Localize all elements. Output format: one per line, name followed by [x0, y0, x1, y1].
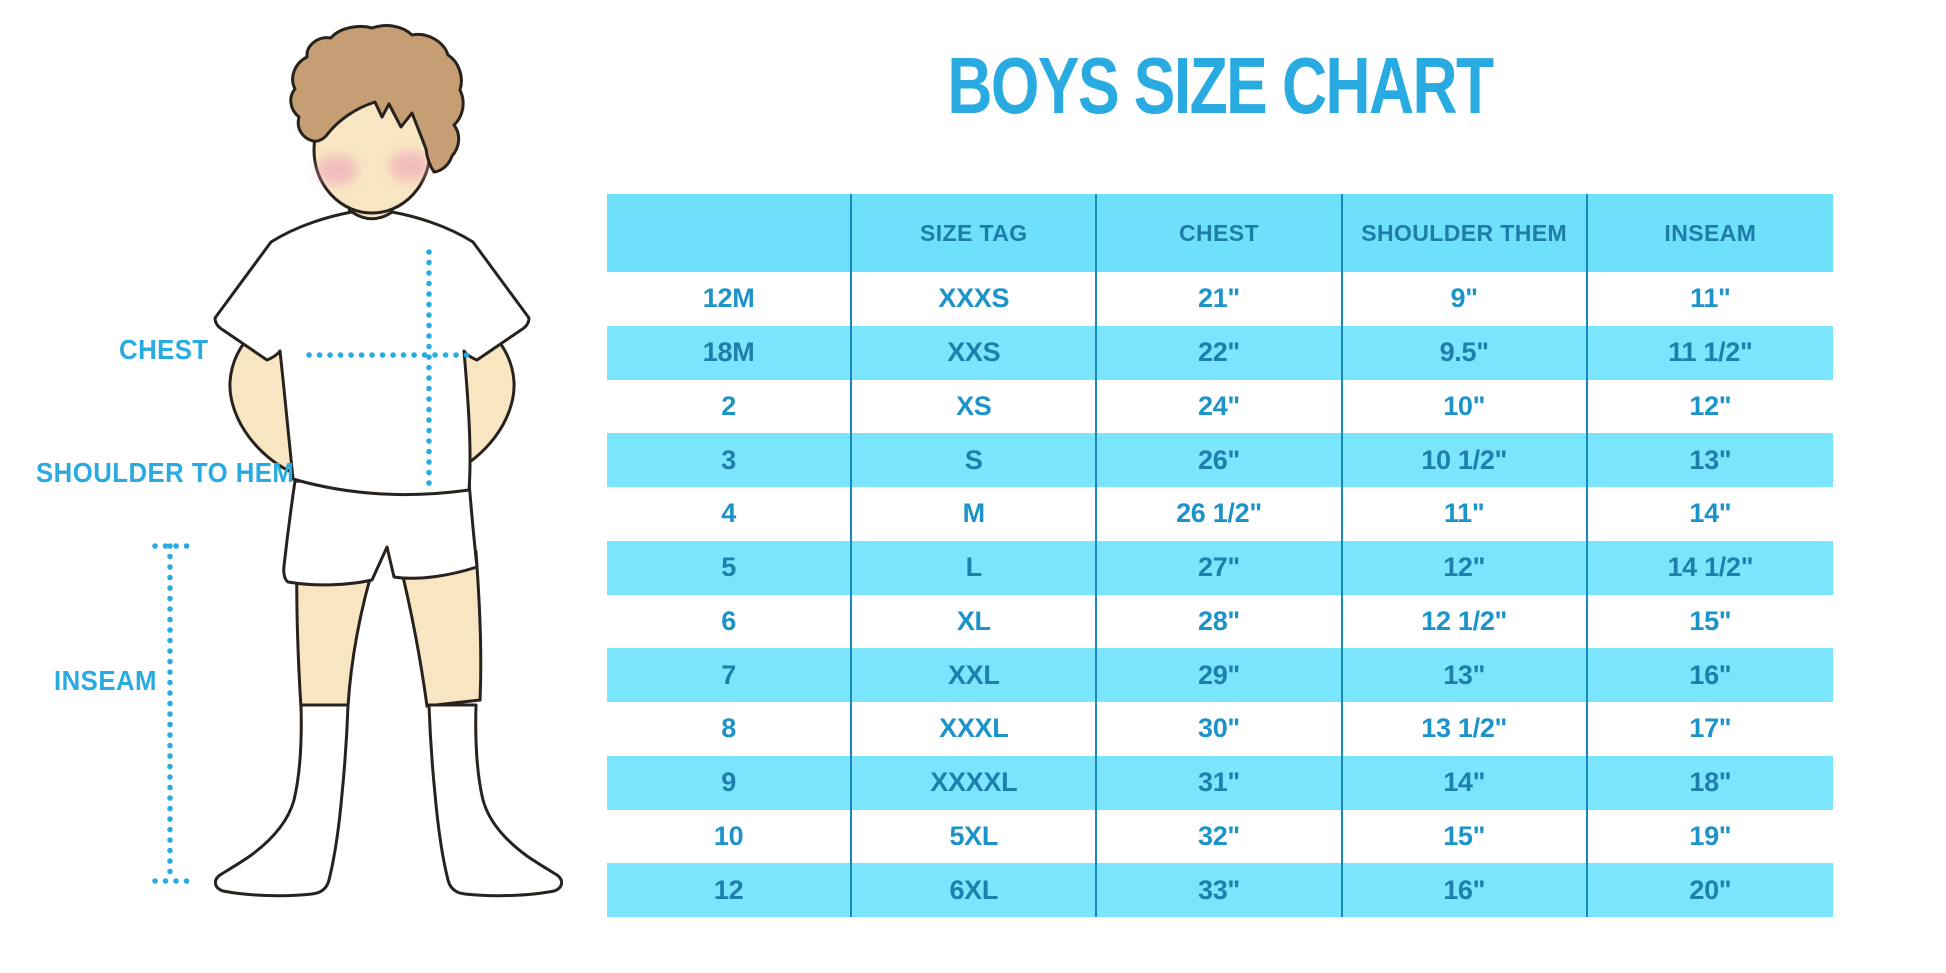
size-cell: 7	[607, 648, 853, 702]
table-row: 5 L 27" 12" 14 1/2"	[607, 540, 1833, 595]
table-row: 6 XL 28" 12 1/2" 15"	[607, 594, 1833, 649]
right-sock-shape	[427, 703, 563, 898]
value-cell: 24"	[1097, 379, 1343, 434]
header-cell-inseam: INSEAM	[1664, 219, 1757, 246]
size-cell: 6	[607, 594, 853, 649]
table-row: 8 XXXL 30" 13 1/2" 17"	[607, 702, 1833, 756]
value-cell: 16"	[1343, 863, 1588, 917]
value-cell: 5XL	[852, 809, 1098, 864]
right-leg-shape	[396, 550, 483, 708]
value-cell: 26 1/2"	[1097, 487, 1343, 541]
value-cell: 9"	[1343, 272, 1588, 326]
shoulder-to-hem-label: SHOULDER TO HEM	[36, 457, 295, 488]
size-cell: 9	[607, 755, 853, 810]
table-row: 7 XXL 29" 13" 16"	[607, 648, 1833, 702]
value-cell: 13"	[1343, 648, 1588, 702]
page-title: BOYS SIZE CHART	[947, 41, 1494, 130]
header-cell-chest: CHEST	[1097, 194, 1343, 272]
value-cell: 11"	[1690, 283, 1731, 314]
table-row: 10 5XL 32" 15" 19"	[607, 809, 1833, 864]
value-cell: 31"	[1097, 755, 1343, 810]
value-cell: XXXS	[852, 272, 1098, 326]
size-cell: 5	[607, 540, 853, 595]
value-cell: S	[852, 433, 1098, 487]
table-row: 2 XS 24" 10" 12"	[607, 379, 1833, 434]
header-cell-shoulder-them: SHOULDER THEM	[1343, 194, 1588, 272]
measurement-figure-panel: CHEST SHOULDER TO HEM INSEAM	[0, 0, 600, 973]
size-cell: 4	[607, 487, 853, 541]
value-cell: XXS	[852, 325, 1098, 380]
chest-label: CHEST	[119, 334, 209, 365]
value-cell: 10 1/2"	[1343, 433, 1588, 487]
inseam-label: INSEAM	[54, 665, 157, 696]
value-cell: 21"	[1097, 272, 1343, 326]
value-cell: 10"	[1343, 379, 1588, 434]
value-cell: 33"	[1097, 863, 1343, 917]
table-row: 12M XXXS 21" 9" 11"	[607, 272, 1833, 326]
value-cell: 27"	[1097, 540, 1343, 595]
value-cell: 32"	[1097, 809, 1343, 864]
table-row: 18M XXS 22" 9.5" 11 1/2"	[607, 325, 1833, 380]
left-sock-shape	[214, 703, 350, 898]
value-cell: 20"	[1689, 874, 1732, 905]
value-cell: 14"	[1689, 498, 1732, 529]
table-header-row: SIZE TAG CHEST SHOULDER THEM INSEAM	[607, 194, 1833, 272]
boy-figure-illustration	[152, 24, 563, 898]
value-cell: XXXXL	[852, 755, 1098, 810]
value-cell: 13 1/2"	[1343, 702, 1588, 756]
hair-shape	[289, 24, 465, 174]
size-cell: 8	[607, 702, 853, 756]
size-cell: 12M	[607, 272, 853, 326]
value-cell: 19"	[1689, 820, 1732, 851]
value-cell: XXXL	[852, 702, 1098, 756]
value-cell: 13"	[1689, 444, 1732, 475]
value-cell: 15"	[1343, 809, 1588, 864]
value-cell: XS	[852, 379, 1098, 434]
value-cell: 12"	[1689, 390, 1732, 421]
value-cell: 12 1/2"	[1343, 594, 1588, 649]
size-cell: 3	[607, 433, 853, 487]
table-row: 9 XXXXL 31" 14" 18"	[607, 755, 1833, 810]
value-cell: 28"	[1097, 594, 1343, 649]
value-cell: 11 1/2"	[1668, 337, 1753, 368]
value-cell: 18"	[1689, 767, 1732, 798]
value-cell: 14 1/2"	[1667, 552, 1754, 583]
table-row: 12 6XL 33" 16" 20"	[607, 863, 1833, 917]
left-cheek-blush	[317, 155, 357, 185]
size-cell: 10	[607, 809, 853, 864]
value-cell: 26"	[1097, 433, 1343, 487]
value-cell: XL	[852, 594, 1098, 649]
value-cell: 6XL	[852, 863, 1098, 917]
shorts-shape	[282, 479, 479, 587]
value-cell: 30"	[1097, 702, 1343, 756]
value-cell: M	[852, 487, 1098, 541]
table-row: 3 S 26" 10 1/2" 13"	[607, 433, 1833, 487]
value-cell: 14"	[1343, 755, 1588, 810]
header-cell-size	[607, 194, 853, 272]
value-cell: L	[852, 540, 1098, 595]
value-cell: 22"	[1097, 325, 1343, 380]
size-cell: 2	[607, 379, 853, 434]
value-cell: 15"	[1689, 605, 1732, 636]
value-cell: 9.5"	[1343, 325, 1588, 380]
size-cell: 18M	[607, 325, 853, 380]
table-row: 4 M 26 1/2" 11" 14"	[607, 487, 1833, 541]
table-body: 12M XXXS 21" 9" 11" 18M XXS 22" 9.5" 11 1/2" 2 XS 24…	[607, 272, 1833, 917]
value-cell: XXL	[852, 648, 1098, 702]
right-cheek-blush	[389, 151, 429, 181]
boys-size-table: SIZE TAG CHEST SHOULDER THEM INSEAM 12M XXXS…	[607, 194, 1833, 917]
value-cell: 29"	[1097, 648, 1343, 702]
value-cell: 11"	[1343, 487, 1588, 541]
size-cell: 12	[607, 863, 853, 917]
value-cell: 16"	[1689, 659, 1732, 690]
header-cell-size-tag: SIZE TAG	[852, 194, 1098, 272]
value-cell: 12"	[1343, 540, 1588, 595]
value-cell: 17"	[1689, 713, 1732, 744]
